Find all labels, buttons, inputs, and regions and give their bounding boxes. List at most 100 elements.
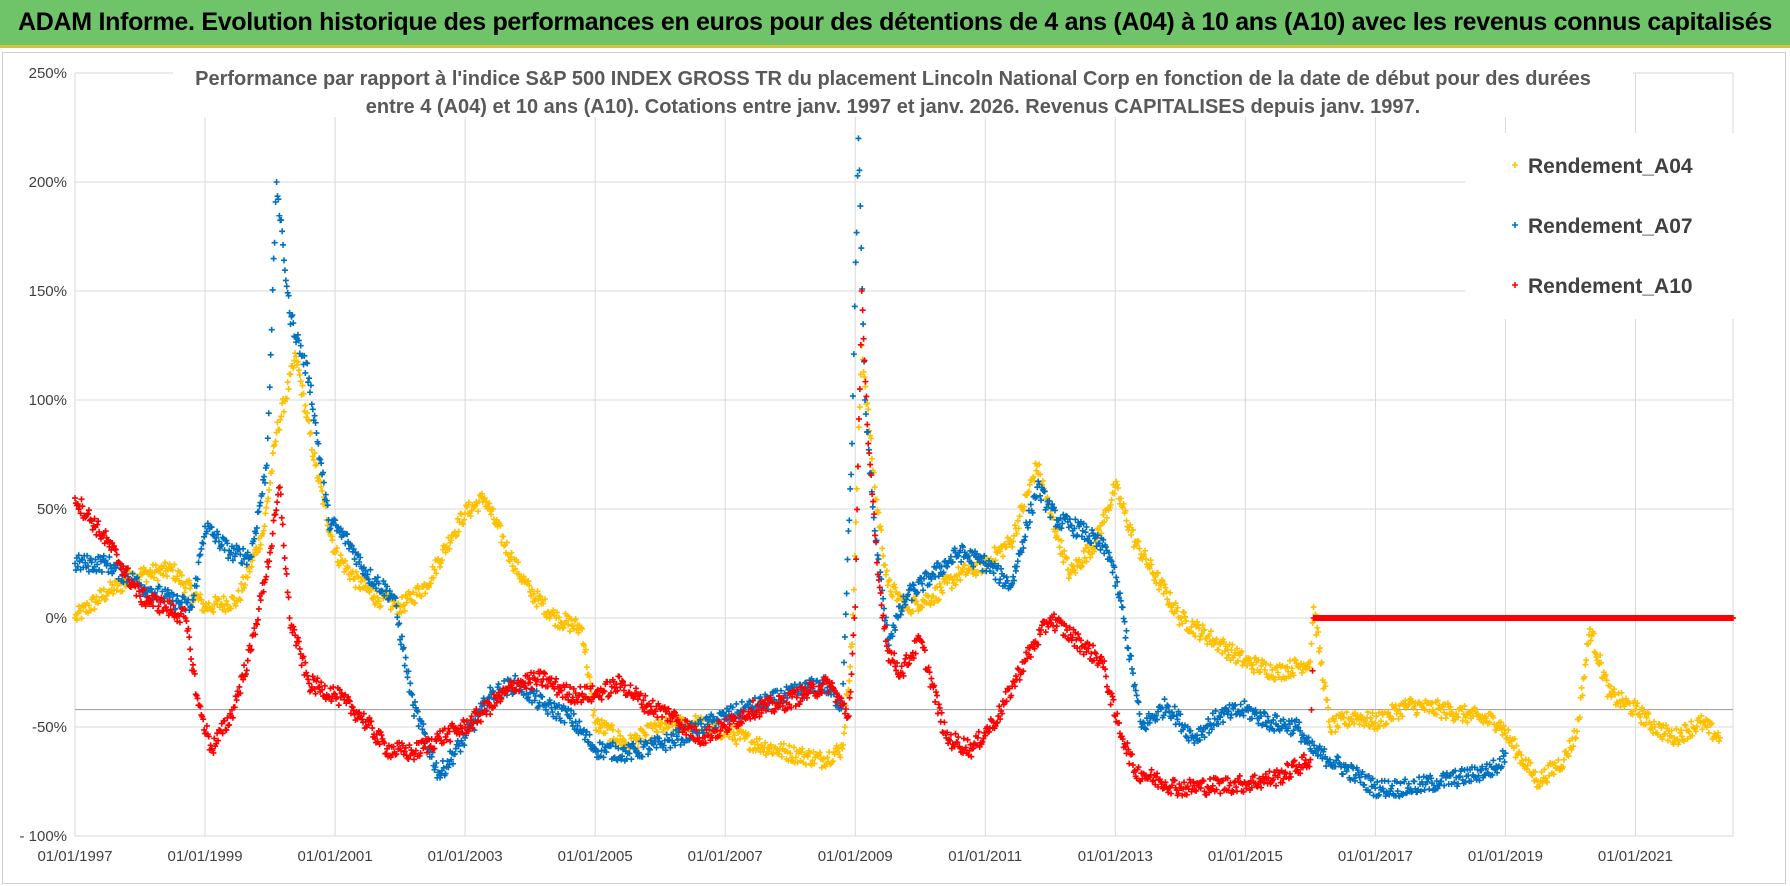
- data-point-interp: [351, 556, 358, 563]
- data-point-interp: [1424, 778, 1431, 785]
- data-point-interp: [1181, 609, 1188, 616]
- data-point-interp: [433, 570, 440, 577]
- data-point-interp: [119, 587, 126, 594]
- data-point-interp: [1206, 729, 1213, 736]
- data-point-interp: [1236, 772, 1243, 779]
- data-point-interp: [251, 625, 258, 632]
- data-point-interp: [1046, 497, 1053, 504]
- data-point-interp: [1377, 718, 1384, 725]
- data-point-interp: [461, 742, 468, 749]
- data-point-interp: [824, 676, 831, 683]
- data-point-interp: [1490, 757, 1497, 764]
- data-point-interp: [1078, 563, 1085, 570]
- data-point-interp: [1107, 701, 1114, 708]
- data-point-interp: [1066, 624, 1073, 631]
- data-point-interp: [990, 570, 997, 577]
- data-point-interp: [634, 696, 641, 703]
- data-point-interp: [365, 576, 372, 583]
- data-point-interp: [1129, 526, 1136, 533]
- data-point-interp: [670, 731, 677, 738]
- data-point-interp: [398, 593, 405, 600]
- data-point-interp: [215, 531, 222, 538]
- data-point-interp: [882, 638, 889, 645]
- data-point-interp: [491, 702, 498, 709]
- data-point-interp: [1419, 704, 1426, 711]
- data-point-interp: [224, 540, 231, 547]
- data-point-interp: [111, 543, 118, 550]
- data-point-interp: [1049, 501, 1056, 508]
- data-point-interp: [1273, 782, 1280, 789]
- data-point-interp: [320, 469, 327, 476]
- data-point-interp: [1428, 775, 1435, 782]
- data-point: [865, 440, 872, 447]
- data-point-interp: [933, 564, 940, 571]
- data-point-interp: [390, 743, 397, 750]
- data-point-interp: [1161, 581, 1168, 588]
- data-point-interp: [195, 559, 202, 566]
- data-point-interp: [204, 520, 211, 527]
- data-point-interp: [799, 745, 806, 752]
- data-point-interp: [1168, 782, 1175, 789]
- data-point-interp: [224, 714, 231, 721]
- data-point-interp: [1043, 504, 1050, 511]
- data-point-interp: [550, 607, 557, 614]
- data-point-interp: [936, 580, 943, 587]
- data-point-interp: [922, 569, 929, 576]
- data-point-interp: [487, 684, 494, 691]
- data-point-interp: [1243, 785, 1250, 792]
- data-point-interp: [401, 748, 408, 755]
- data-point: [1326, 724, 1333, 730]
- data-point-interp: [870, 498, 877, 505]
- data-point-interp: [1455, 773, 1462, 780]
- data-point-interp: [1385, 778, 1392, 785]
- data-point-interp: [424, 749, 431, 756]
- data-point-interp: [1051, 504, 1058, 511]
- data-point-interp: [536, 699, 543, 706]
- data-point-interp: [1037, 631, 1044, 638]
- data-point-interp: [723, 716, 730, 723]
- data-point-interp: [1107, 502, 1114, 508]
- data-point-interp: [609, 739, 616, 746]
- data-point-interp: [1103, 683, 1110, 690]
- data-point-interp: [1100, 536, 1107, 543]
- data-point-interp: [1226, 782, 1233, 789]
- data-point-interp: [1286, 657, 1293, 664]
- data-point-interp: [779, 703, 786, 710]
- data-point: [384, 745, 391, 752]
- data-point-interp: [284, 379, 291, 386]
- data-point-interp: [248, 563, 255, 570]
- data-point-interp: [401, 662, 408, 669]
- data-point-interp: [1299, 669, 1306, 676]
- data-point-interp: [1037, 471, 1044, 478]
- data-point-interp: [1027, 501, 1034, 508]
- data-point-interp: [267, 351, 274, 358]
- data-point-interp: [850, 586, 857, 593]
- data-point-interp: [929, 593, 936, 600]
- data-point-interp: [1173, 787, 1180, 794]
- data-point-interp: [1060, 559, 1067, 566]
- data-point-interp: [1130, 769, 1137, 776]
- data-point-interp: [1316, 648, 1323, 655]
- data-point-interp: [691, 723, 698, 730]
- data-point-interp: [360, 564, 367, 571]
- data-point-interp: [618, 756, 625, 763]
- data-point-interp: [246, 568, 253, 575]
- series-Rendement_A07: [72, 135, 1509, 800]
- data-point-interp: [968, 559, 975, 566]
- data-point-interp: [534, 588, 541, 595]
- data-point-interp: [310, 456, 317, 463]
- data-point: [312, 462, 319, 469]
- data-point-interp: [1186, 776, 1193, 783]
- data-point-interp: [1128, 652, 1135, 659]
- data-point-interp: [1271, 727, 1278, 734]
- data-point-interp: [422, 730, 429, 737]
- data-point-interp: [1582, 661, 1589, 668]
- data-point-interp: [810, 683, 817, 690]
- data-point-interp: [215, 538, 222, 545]
- data-point-interp: [649, 697, 656, 704]
- data-point-interp: [178, 572, 185, 579]
- data-point-interp: [1184, 723, 1191, 730]
- data-point-interp: [1260, 709, 1267, 716]
- data-point-interp: [1120, 615, 1127, 622]
- data-point-interp: [290, 320, 297, 327]
